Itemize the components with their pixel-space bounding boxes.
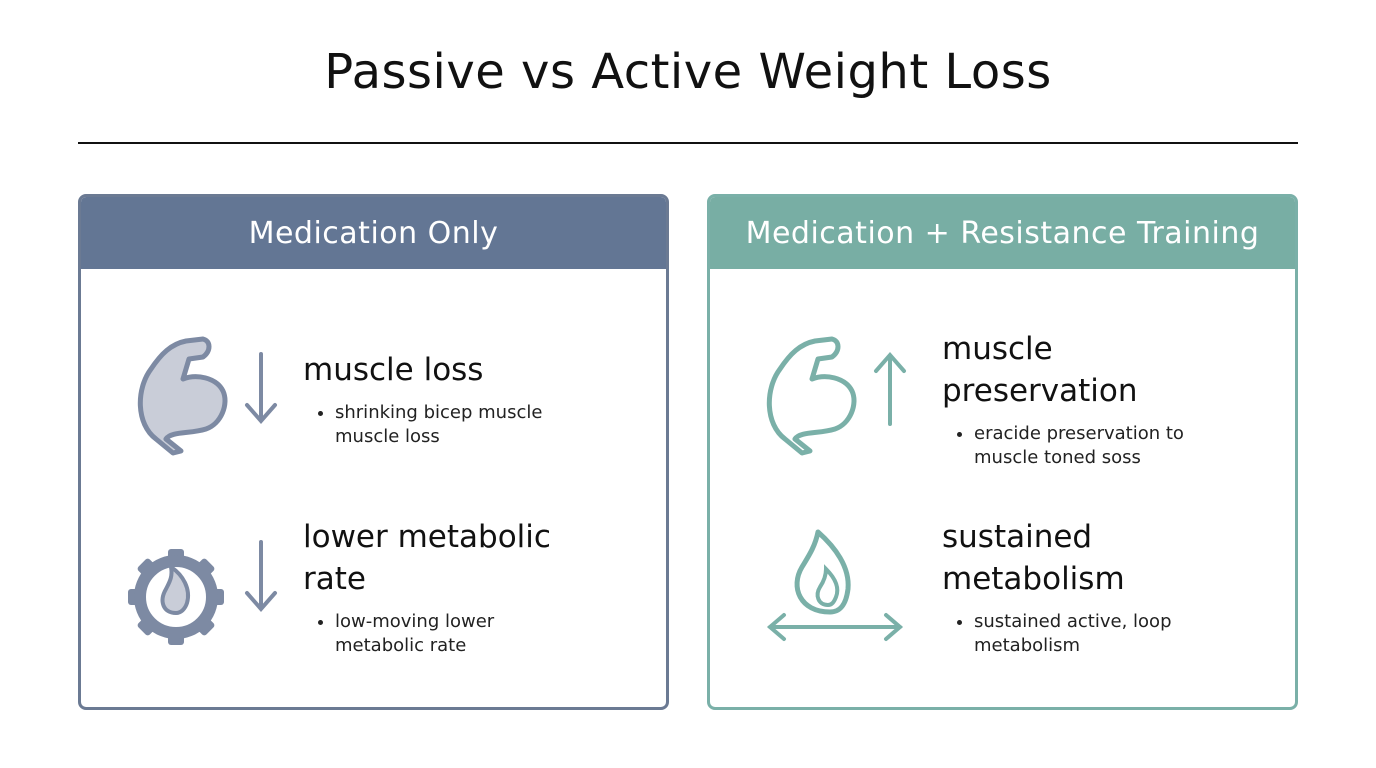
item-text: sustainedmetabolismsustained active, loo… bbox=[942, 497, 1172, 677]
heading-line: rate bbox=[303, 561, 366, 597]
comparison-item: muscle preservation eracide preservation t… bbox=[710, 309, 1295, 489]
item-heading: sustained metabolism bbox=[942, 516, 1172, 600]
bullet-line: metabolic rate bbox=[335, 635, 467, 656]
bullet-line: shrinking bicep muscle bbox=[335, 402, 543, 423]
item-text: lower metabolic rate low-moving lower metab… bbox=[303, 497, 551, 677]
page-title: Passive vs Active Weight Loss bbox=[324, 44, 1052, 100]
bullet-line: eracide preservation to bbox=[974, 423, 1184, 444]
bullet-line: low-moving lower bbox=[335, 611, 495, 632]
item-heading: muscle loss bbox=[303, 349, 542, 391]
item-heading: muscle preservation bbox=[942, 328, 1184, 412]
icon bbox=[128, 540, 277, 645]
bullet-list: eracide preservation to muscle toned soss bbox=[942, 422, 1184, 470]
bullet: shrinking bicep muscle muscle loss bbox=[335, 401, 542, 449]
icon bbox=[766, 336, 906, 456]
bullet-list: sustained active, loop metabolism bbox=[942, 610, 1172, 658]
comparison-item: muscle loss shrinking bicep muscle muscle … bbox=[81, 309, 666, 489]
item-text: muscle preservation eracide preservation t… bbox=[942, 309, 1184, 489]
panel-header: Medication + Resistance Training bbox=[710, 197, 1295, 269]
panel-header: Medication Only bbox=[81, 197, 666, 269]
heading-line: lower metabolic bbox=[303, 519, 551, 555]
heading-line: muscle loss bbox=[303, 352, 484, 388]
comparison-item: lower metabolic rate low-moving lower metab… bbox=[81, 497, 666, 677]
bullet-line: muscle loss bbox=[335, 426, 440, 447]
heading-line: muscle bbox=[942, 331, 1053, 367]
divider bbox=[78, 142, 1298, 144]
heading-line: preservation bbox=[942, 373, 1138, 409]
bullet: low-moving lower metabolic rate bbox=[335, 610, 551, 658]
item-heading: lower metabolic rate bbox=[303, 516, 551, 600]
bullet-list: low-moving lower metabolic rate bbox=[303, 610, 551, 658]
item-text: muscle loss shrinking bicep muscle muscle … bbox=[303, 309, 542, 489]
bullet-line: sustained active, loop bbox=[974, 611, 1172, 632]
comparison-item: sustainedmetabolismsustained active, loo… bbox=[710, 497, 1295, 677]
bullet-line: metabolism bbox=[974, 635, 1081, 656]
bullet: sustained active, loop metabolism bbox=[974, 610, 1172, 658]
panel: Medication + Resistance Training muscle pr… bbox=[707, 194, 1298, 710]
heading-line: metabolism bbox=[942, 561, 1125, 597]
bullet: eracide preservation to muscle toned soss bbox=[974, 422, 1184, 470]
bullet-line: muscle toned soss bbox=[974, 447, 1141, 468]
heading-line: sustained bbox=[942, 519, 1093, 555]
bullet-list: shrinking bicep muscle muscle loss bbox=[303, 401, 542, 449]
icon bbox=[137, 336, 277, 456]
icon bbox=[766, 529, 904, 641]
